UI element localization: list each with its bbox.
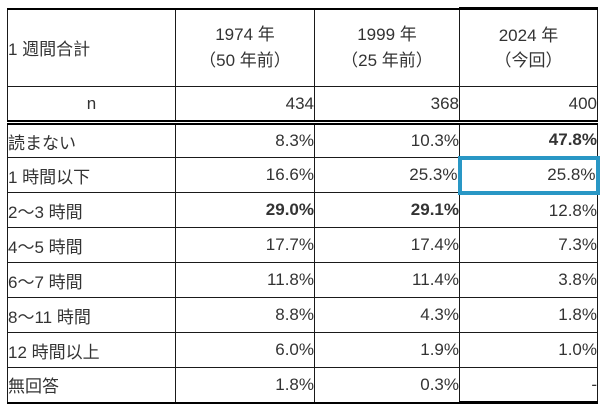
- value-cell: 1.9%: [314, 332, 460, 368]
- table-row-no-reading: 読まない 8.3% 10.3% 47.8%: [7, 122, 598, 158]
- n-label-cell: n: [7, 86, 176, 125]
- value-cell: 1.0%: [459, 332, 598, 368]
- n-value-cell-1999: 368: [314, 86, 460, 125]
- corner-label-text: 1 週間合計: [8, 40, 91, 60]
- table-row-12-hours-plus: 12 時間以上 6.0% 1.9% 1.0%: [7, 332, 598, 368]
- value-cell: 1.8%: [459, 297, 598, 333]
- value-cell: 12.8%: [459, 192, 598, 228]
- value-cell: 3.8%: [459, 262, 598, 298]
- row-label-cell: 8～11 時間: [7, 297, 176, 333]
- table-row-4-5-hours: 4～5 時間 17.7% 17.4% 7.3%: [7, 227, 598, 263]
- row-label-cell: 4～5 時間: [7, 227, 176, 263]
- column-header-1974: 1974 年 （50 年前）: [175, 7, 315, 87]
- row-label-cell: 6～7 時間: [7, 262, 176, 298]
- column-year-label: 1974 年: [215, 25, 275, 45]
- column-note-label: （50 年前）: [199, 50, 291, 70]
- value-cell: 17.7%: [175, 227, 315, 263]
- table-row-no-answer: 無回答 1.8% 0.3% -: [7, 367, 598, 404]
- value-cell: 11.4%: [314, 262, 460, 298]
- row-label-cell: 無回答: [7, 367, 176, 404]
- value-cell: 25.3%: [314, 157, 460, 193]
- value-cell: -: [459, 367, 598, 404]
- value-cell-outlined: 29.0%: [175, 192, 315, 228]
- value-cell: 0.3%: [314, 367, 460, 404]
- column-year-label: 2024 年: [498, 25, 559, 45]
- table-row-6-7-hours: 6～7 時間 11.8% 11.4% 3.8%: [7, 262, 598, 298]
- value-cell: 7.3%: [459, 227, 598, 263]
- table-row-2-3-hours: 2～3 時間 29.0% 29.1% 12.8%: [7, 192, 598, 228]
- row-label-cell: 2～3 時間: [7, 192, 176, 228]
- value-cell: 4.3%: [314, 297, 460, 333]
- value-cell-emphasized: 47.8%: [459, 122, 598, 158]
- value-cell: 17.4%: [314, 227, 460, 263]
- column-year-label: 1999 年: [357, 25, 417, 45]
- value-cell: 1.8%: [175, 367, 315, 404]
- value-cell: 16.6%: [175, 157, 315, 193]
- header-row: 1 週間合計 1974 年 （50 年前） 1999 年 （25 年前） 202…: [7, 7, 598, 87]
- sample-size-row: n 434 368 400: [7, 86, 598, 125]
- column-header-2024: 2024 年 （今回）: [459, 7, 598, 87]
- table-row-under-1-hour: 1 時間以下 16.6% 25.3% 25.8%: [7, 155, 600, 195]
- row-label-cell: 読まない: [7, 122, 176, 158]
- n-value-cell-1974: 434: [175, 86, 315, 125]
- value-cell: 11.8%: [175, 262, 315, 298]
- column-note-label: （25 年前）: [341, 50, 433, 70]
- n-value-cell-2024: 400: [459, 86, 598, 125]
- value-cell: 8.3%: [175, 122, 315, 158]
- table-corner-label: 1 週間合計: [7, 7, 176, 87]
- value-cell-outlined: 25.8%: [457, 155, 600, 195]
- column-note-label: （今回）: [494, 51, 563, 70]
- row-label-cell: 1 時間以下: [7, 157, 176, 193]
- table-row-8-11-hours: 8～11 時間 8.8% 4.3% 1.8%: [7, 297, 598, 333]
- weekly-reading-time-table: 1 週間合計 1974 年 （50 年前） 1999 年 （25 年前） 202…: [7, 7, 600, 404]
- value-cell: 8.8%: [175, 297, 315, 333]
- value-cell-outlined: 29.1%: [314, 192, 460, 228]
- row-label-cell: 12 時間以上: [7, 332, 176, 368]
- value-cell: 6.0%: [175, 332, 315, 368]
- value-cell: 10.3%: [314, 122, 460, 158]
- column-header-1999: 1999 年 （25 年前）: [314, 7, 460, 87]
